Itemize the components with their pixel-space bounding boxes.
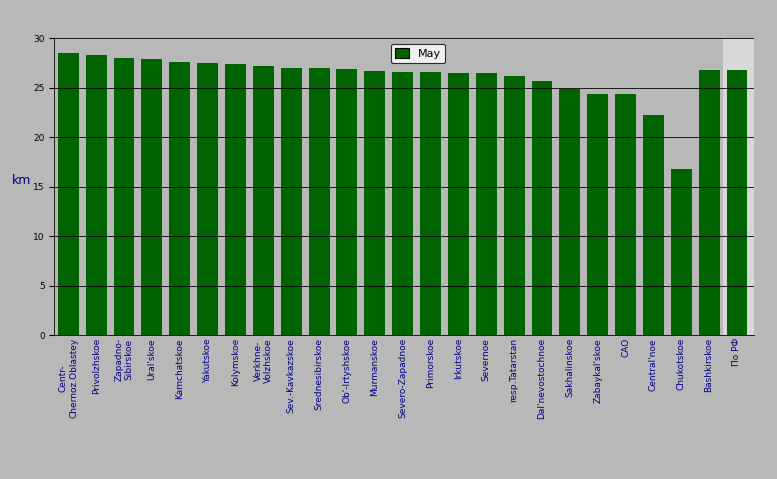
Bar <box>57 53 78 335</box>
Bar <box>141 59 162 335</box>
Bar <box>503 76 524 335</box>
Y-axis label: km: km <box>12 174 32 187</box>
Bar <box>336 69 357 335</box>
Bar <box>643 114 664 335</box>
Bar <box>448 73 469 335</box>
Bar <box>531 81 552 335</box>
Bar <box>587 94 608 335</box>
Bar <box>559 89 580 335</box>
Bar <box>225 64 246 335</box>
Bar <box>169 62 190 335</box>
Bar <box>253 66 274 335</box>
Bar <box>420 72 441 335</box>
Bar <box>671 169 692 335</box>
Bar <box>476 73 497 335</box>
Bar <box>85 55 106 335</box>
Bar <box>699 70 720 335</box>
Bar <box>615 94 636 335</box>
Legend: May: May <box>391 44 445 63</box>
Bar <box>197 63 218 335</box>
Bar <box>726 70 747 335</box>
Bar <box>364 71 385 335</box>
Bar <box>723 38 754 335</box>
Bar <box>392 72 413 335</box>
Bar <box>308 68 329 335</box>
Bar <box>113 58 134 335</box>
Bar <box>280 68 301 335</box>
